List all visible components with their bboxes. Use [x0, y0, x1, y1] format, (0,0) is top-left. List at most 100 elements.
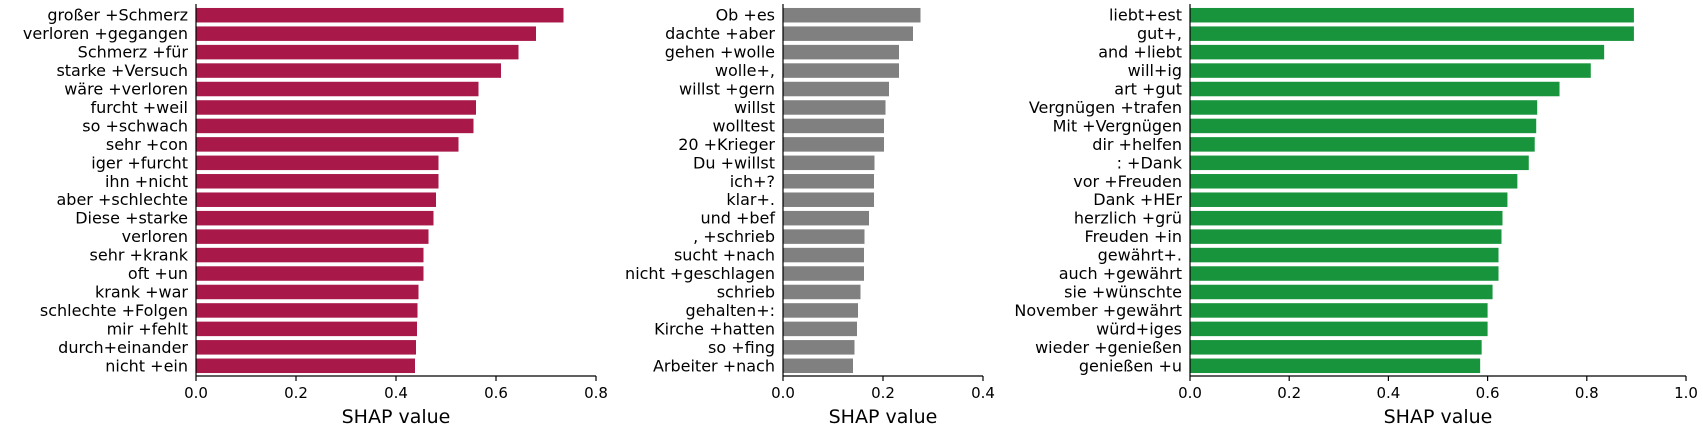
x-tick-label: 0.0 [771, 384, 795, 402]
category-label: iger +furcht [91, 153, 188, 172]
category-label: Vergnügen +trafen [1029, 98, 1182, 117]
x-tick-label: 0.8 [1575, 384, 1599, 402]
x-axis-title: SHAP value [829, 406, 938, 428]
bar [1190, 7, 1634, 23]
x-tick-label: 0.2 [871, 384, 895, 402]
bar [196, 81, 479, 97]
category-label: November +gewährt [1014, 301, 1182, 320]
bar [783, 118, 884, 134]
bar [783, 358, 853, 374]
category-label: großer +Schmerz [47, 6, 188, 25]
x-axis-title: SHAP value [342, 406, 451, 428]
bar [1190, 174, 1518, 189]
bar [783, 63, 899, 78]
x-tick-label: 0.2 [284, 384, 308, 402]
bar [1190, 229, 1502, 244]
bar [196, 266, 424, 281]
category-label: würd+iges [1096, 319, 1182, 338]
category-label: and +liebt [1098, 43, 1182, 62]
bar [196, 63, 501, 78]
bar [196, 7, 564, 23]
bar [1190, 321, 1488, 337]
category-label: genießen +u [1079, 356, 1182, 375]
category-label: durch+einander [58, 338, 188, 357]
bar [783, 266, 864, 281]
bar [783, 247, 864, 263]
bar [1190, 26, 1634, 41]
category-label: Diese +starke [75, 209, 188, 228]
x-tick-label: 0.4 [971, 384, 995, 402]
bar [196, 137, 459, 152]
category-label: Du +willst [693, 153, 775, 172]
category-label: auch +gewährt [1059, 264, 1182, 283]
category-label: schrieb [717, 282, 775, 301]
bar [196, 247, 424, 263]
bar [783, 340, 855, 355]
category-label: Schmerz +für [78, 43, 189, 62]
bar [783, 155, 875, 171]
x-tick-label: 0.4 [384, 384, 408, 402]
bar [783, 303, 858, 318]
bar [1190, 266, 1499, 281]
category-label: gehen +wolle [665, 43, 775, 62]
bar [1190, 284, 1493, 300]
bar [783, 26, 913, 41]
bar [196, 155, 439, 171]
bar [1190, 210, 1503, 226]
category-label: furcht +weil [90, 98, 188, 117]
x-tick-label: 1.0 [1674, 384, 1698, 402]
bar [196, 229, 429, 244]
category-label: nicht +ein [105, 356, 188, 375]
x-tick-label: 0.0 [184, 384, 208, 402]
x-tick-label: 0.2 [1277, 384, 1301, 402]
x-tick-label: 0.8 [584, 384, 608, 402]
bar [196, 174, 439, 189]
category-label: ich+? [730, 172, 775, 191]
bar [1190, 192, 1508, 207]
bar [196, 284, 419, 300]
bar [196, 321, 417, 337]
x-tick-label: 0.6 [1476, 384, 1500, 402]
bar [783, 7, 921, 23]
category-label: starke +Versuch [56, 61, 188, 80]
bar [783, 229, 865, 244]
category-label: wieder +genießen [1035, 338, 1182, 357]
category-label: verloren [122, 227, 188, 246]
bar [196, 303, 418, 318]
category-label: sehr +krank [90, 246, 189, 265]
category-label: will+ig [1128, 61, 1182, 80]
category-label: Dank +HEr [1093, 190, 1182, 209]
category-label: gut+, [1137, 24, 1182, 43]
bar [783, 137, 884, 152]
category-label: verloren +gegangen [23, 24, 188, 43]
bar [196, 210, 434, 226]
category-label: Mit +Vergnügen [1053, 116, 1182, 135]
category-label: aber +schlechte [57, 190, 189, 209]
bar [1190, 358, 1481, 374]
bar [196, 100, 476, 115]
category-label: willst [734, 98, 775, 117]
bar [1190, 340, 1482, 355]
category-label: vor +Freuden [1073, 172, 1182, 191]
bar [1190, 63, 1591, 78]
category-label: nicht +geschlagen [625, 264, 775, 283]
category-label: so +fing [708, 338, 775, 357]
category-label: sucht +nach [674, 246, 775, 265]
bar [783, 174, 874, 189]
category-label: oft +un [128, 264, 188, 283]
bar [196, 340, 416, 355]
bar [783, 210, 869, 226]
bar [196, 118, 474, 134]
x-tick-label: 0.4 [1376, 384, 1400, 402]
category-label: 20 +Krieger [678, 135, 775, 154]
x-tick-label: 0.0 [1178, 384, 1202, 402]
bar [1190, 155, 1529, 171]
category-label: wolltest [713, 116, 776, 135]
bar [1190, 81, 1560, 97]
category-label: und +bef [700, 209, 775, 228]
category-label: so +schwach [82, 116, 188, 135]
bar [1190, 44, 1605, 60]
